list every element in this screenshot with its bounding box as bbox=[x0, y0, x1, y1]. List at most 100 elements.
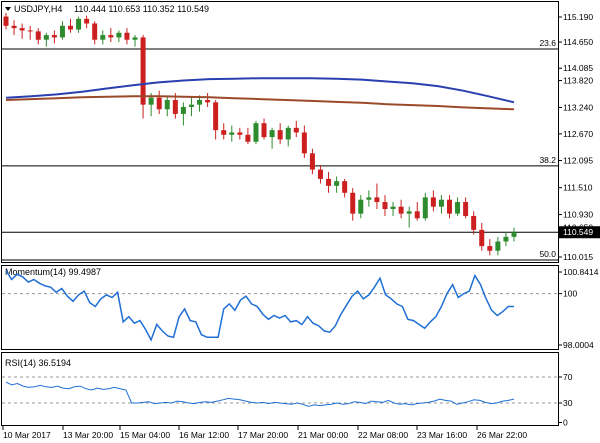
price-tick-label: 112.670 bbox=[563, 129, 593, 139]
candle-body bbox=[261, 123, 267, 138]
candlesticks bbox=[3, 12, 517, 256]
candle-body bbox=[51, 35, 57, 38]
price-tick-label: 111.510 bbox=[563, 183, 593, 193]
candle-body bbox=[301, 132, 307, 154]
candle-body bbox=[172, 100, 178, 114]
fib-label: 23.6 bbox=[539, 38, 556, 48]
price-tick-label: 110.015 bbox=[563, 252, 593, 262]
candle-body bbox=[245, 134, 251, 142]
candle-body bbox=[11, 25, 17, 29]
fib-label: 50.0 bbox=[539, 249, 556, 259]
candle-body bbox=[487, 246, 493, 251]
candle-body bbox=[422, 197, 428, 219]
time-tick-label: 21 Mar 00:00 bbox=[298, 430, 348, 440]
candle-body bbox=[116, 32, 122, 38]
candle-body bbox=[188, 104, 194, 107]
time-tick-label: 10 Mar 2017 bbox=[3, 430, 51, 440]
candle-body bbox=[156, 97, 162, 110]
momentum-tick-label: 98.0004 bbox=[563, 340, 594, 350]
candle-body bbox=[124, 32, 130, 40]
momentum-line bbox=[5, 270, 514, 342]
candle-body bbox=[511, 232, 517, 237]
candle-body bbox=[366, 197, 372, 200]
rsi-title: RSI(14) 36.5194 bbox=[5, 358, 71, 368]
sma-blue-line bbox=[5, 77, 515, 104]
momentum-panel-frame bbox=[1, 265, 559, 350]
candle-body bbox=[285, 127, 291, 140]
candle-body bbox=[140, 37, 146, 105]
momentum-tick-label: 100 bbox=[563, 289, 577, 299]
candle-body bbox=[430, 197, 436, 207]
candle-body bbox=[59, 25, 65, 38]
candle-body bbox=[406, 211, 412, 214]
candle-body bbox=[164, 100, 170, 110]
rsi-panel-frame bbox=[1, 352, 559, 426]
momentum-title: Momentum(14) 99.4987 bbox=[5, 267, 101, 277]
candle-body bbox=[326, 178, 332, 186]
candle-body bbox=[446, 199, 452, 214]
candle-body bbox=[76, 18, 82, 30]
candle-body bbox=[197, 100, 203, 105]
collapse-arrow-icon[interactable] bbox=[5, 7, 11, 11]
price-tick-label: 113.240 bbox=[563, 102, 593, 112]
candle-body bbox=[92, 23, 98, 40]
candle-body bbox=[342, 181, 348, 193]
rsi-line bbox=[5, 381, 515, 407]
time-tick-label: 22 Mar 08:00 bbox=[358, 430, 408, 440]
time-tick-label: 17 Mar 20:00 bbox=[238, 430, 288, 440]
candle-body bbox=[132, 37, 138, 40]
time-tick-label: 13 Mar 20:00 bbox=[63, 430, 113, 440]
price-tick-label: 115.190 bbox=[563, 12, 593, 22]
candle-body bbox=[455, 202, 461, 214]
candle-body bbox=[309, 153, 315, 170]
candle-body bbox=[382, 202, 388, 209]
candle-body bbox=[374, 197, 380, 203]
candle-body bbox=[463, 202, 469, 216]
fib-levels: 23.6 38.2 50.0 bbox=[2, 38, 558, 261]
price-tick-label: 110.930 bbox=[563, 210, 593, 220]
time-tick-label: 23 Mar 16:00 bbox=[417, 430, 467, 440]
candle-body bbox=[19, 28, 25, 31]
candle-body bbox=[229, 132, 235, 135]
candle-body bbox=[3, 16, 9, 26]
candle-body bbox=[84, 18, 90, 24]
price-tick-label: 112.095 bbox=[563, 156, 593, 166]
candle-body bbox=[253, 123, 259, 142]
momentum-axis: 100.8414 100 98.0004 bbox=[558, 267, 599, 350]
current-price-label: 110.549 bbox=[563, 227, 593, 237]
candle-body bbox=[148, 97, 154, 105]
candle-body bbox=[479, 229, 485, 247]
candle-body bbox=[237, 132, 243, 135]
fib-label: 38.2 bbox=[539, 155, 556, 165]
candle-body bbox=[100, 35, 106, 40]
candle-body bbox=[27, 30, 33, 32]
candle-body bbox=[414, 211, 420, 219]
time-tick-label: 15 Mar 04:00 bbox=[120, 430, 170, 440]
rsi-tick-label: 30 bbox=[563, 398, 573, 408]
price-tick-label: 113.820 bbox=[563, 76, 593, 86]
candle-body bbox=[35, 31, 41, 40]
main-panel-symbol: USDJPY,H4 bbox=[14, 4, 62, 14]
candle-body bbox=[180, 106, 186, 114]
price-axis: 115.190 114.650 114.085 113.820 113.240 112.6… bbox=[558, 12, 600, 262]
candle-body bbox=[350, 192, 356, 214]
sma-brown-line bbox=[5, 95, 515, 111]
candle-body bbox=[43, 35, 49, 40]
candle-body bbox=[221, 130, 227, 135]
price-tick-label: 114.085 bbox=[563, 63, 593, 73]
time-tick-label: 26 Mar 22:00 bbox=[477, 430, 527, 440]
candle-body bbox=[205, 100, 211, 103]
candle-body bbox=[269, 130, 275, 138]
candle-body bbox=[293, 127, 299, 133]
rsi-tick-label: 0 bbox=[563, 418, 568, 428]
time-axis: 10 Mar 2017 13 Mar 20:00 15 Mar 04:00 16 Ma… bbox=[2, 426, 527, 440]
candle-body bbox=[277, 130, 283, 140]
rsi-tick-label: 70 bbox=[563, 372, 573, 382]
candle-body bbox=[390, 206, 396, 209]
candle-body bbox=[317, 169, 323, 179]
candle-body bbox=[213, 102, 219, 131]
current-price-tag bbox=[558, 226, 600, 239]
candle-body bbox=[495, 241, 501, 251]
candle-body bbox=[503, 236, 509, 242]
